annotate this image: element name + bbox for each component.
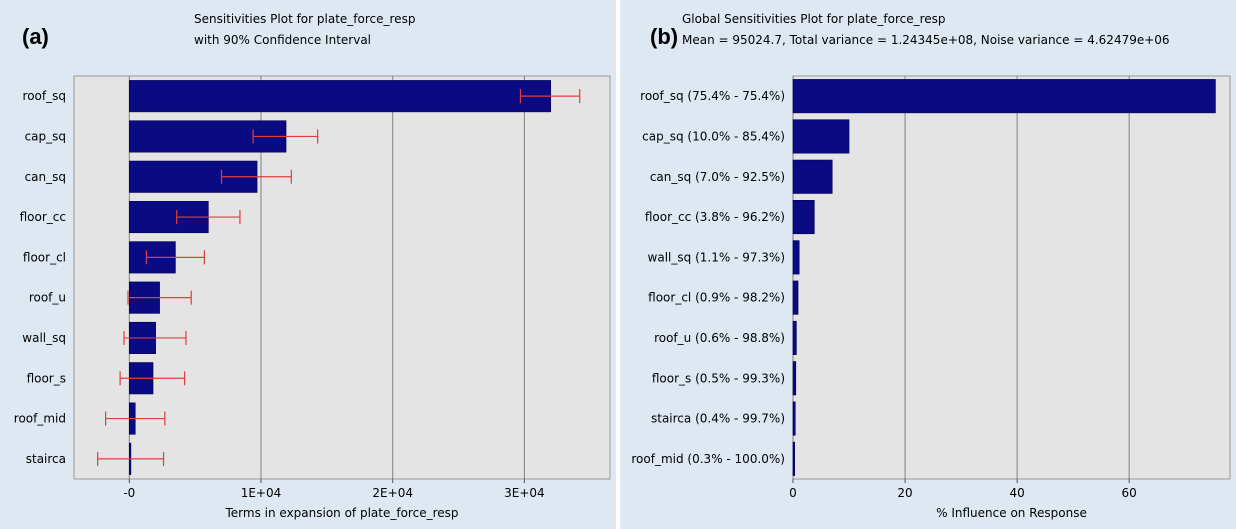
x-tick-label: 2E+04 <box>372 486 413 500</box>
bar <box>792 320 797 355</box>
category-label: floor_cl (0.9% - 98.2%) <box>648 291 785 305</box>
category-label: can_sq (7.0% - 92.5%) <box>650 170 785 184</box>
x-tick-label: 1E+04 <box>241 486 282 500</box>
category-label: roof_u <box>29 291 66 305</box>
category-label: floor_s (0.5% - 99.3%) <box>652 371 785 385</box>
bar <box>129 80 552 113</box>
category-label: floor_cl <box>23 250 66 264</box>
panel-b: (b) Global Sensitivities Plot for plate_… <box>620 0 1236 529</box>
panel-a-tag: (a) <box>22 24 49 49</box>
bar <box>792 159 833 194</box>
plot-area <box>792 75 1231 480</box>
panel-a-title: Sensitivities Plot for plate_force_resp <box>194 12 416 26</box>
category-label: cap_sq <box>25 129 66 143</box>
bar <box>792 79 1216 114</box>
category-label: floor_cc <box>20 210 66 224</box>
category-label: wall_sq (1.1% - 97.3%) <box>648 250 785 264</box>
category-label: stairca <box>26 452 66 466</box>
x-tick-label: 0 <box>789 486 797 500</box>
panel-b-tag: (b) <box>650 24 679 49</box>
panel-a: (a) Sensitivities Plot for plate_force_r… <box>0 0 616 529</box>
bar <box>792 401 796 436</box>
bar <box>792 200 815 235</box>
category-label: cap_sq (10.0% - 85.4%) <box>642 129 785 143</box>
category-label: floor_cc (3.8% - 96.2%) <box>645 210 785 224</box>
sensitivities-chart: -0 1E+04 2E+04 3E+04 roof_sq cap_sq can_sqfloo… <box>14 75 611 520</box>
bar <box>792 240 800 275</box>
category-label: roof_u (0.6% - 98.8%) <box>654 331 785 345</box>
x-tick-label: 3E+04 <box>504 486 545 500</box>
category-label: stairca (0.4% - 99.7%) <box>651 412 785 426</box>
panel-a-subtitle: with 90% Confidence Interval <box>194 33 371 47</box>
bar <box>792 280 799 315</box>
category-label: roof_mid (0.3% - 100.0%) <box>631 452 785 466</box>
category-label: roof_sq <box>23 89 66 103</box>
bar <box>792 119 850 154</box>
category-label: roof_mid <box>14 412 66 426</box>
x-axis-title: Terms in expansion of plate_force_resp <box>224 506 458 520</box>
bar <box>792 361 797 396</box>
category-label: wall_sq <box>22 331 66 345</box>
x-tick-label: 20 <box>897 486 912 500</box>
x-tick-label: 60 <box>1122 486 1137 500</box>
x-axis-title: % Influence on Response <box>936 506 1087 520</box>
category-label: floor_s <box>27 371 66 385</box>
panel-b-subtitle: Mean = 95024.7, Total variance = 1.24345… <box>682 33 1170 47</box>
category-label: roof_sq (75.4% - 75.4%) <box>640 89 785 103</box>
x-tick-label: -0 <box>123 486 135 500</box>
x-tick-label: 40 <box>1009 486 1024 500</box>
bar <box>792 441 795 476</box>
global-sensitivities-chart: 0 20 40 60 roof_sq (75.4% - 75.4%) cap_sq (10… <box>631 75 1231 520</box>
panel-b-title: Global Sensitivities Plot for plate_forc… <box>682 12 946 26</box>
category-label: can_sq <box>25 170 66 184</box>
